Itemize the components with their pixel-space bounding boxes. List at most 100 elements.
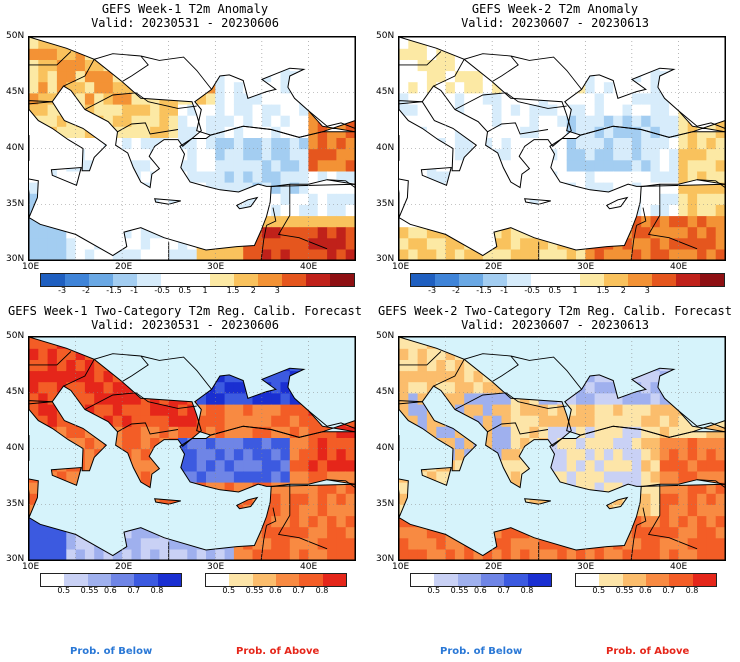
country-border (277, 484, 328, 550)
coastline (235, 496, 259, 510)
colorbar-tick-label: 0.5 (57, 586, 71, 595)
country-border (117, 122, 179, 135)
colorbar-swatch (645, 574, 670, 586)
colorbar-swatch (229, 574, 253, 586)
colorbar-swatch (579, 274, 604, 286)
lat-label-35n: 35N (376, 499, 395, 509)
colorbar-tick-label: -3 (58, 286, 67, 295)
colorbar-swatch (161, 274, 186, 286)
colorbar-swatch (504, 574, 528, 586)
colorbar-swatch (252, 574, 276, 586)
coastline (549, 425, 725, 493)
colorbar-swatch (435, 274, 460, 286)
country-border (140, 55, 212, 90)
coastline (524, 498, 551, 505)
colorbar-swatch (185, 274, 210, 286)
coastline (29, 183, 355, 260)
country-border (121, 55, 149, 82)
country-border (84, 92, 197, 110)
country-border (277, 184, 328, 250)
colorbar-tick-label: 0.7 (292, 586, 306, 595)
country-border (678, 110, 725, 129)
coastline (399, 183, 725, 260)
country-border (630, 225, 637, 260)
lon-label-10e: 10E (392, 262, 410, 272)
prob-above-label: Prob. of Above (606, 646, 690, 657)
lat-label-30n: 30N (6, 254, 25, 264)
panel-subtitle: Valid: 20230607 - 20230613 (461, 16, 649, 30)
above-colorbar-ticks: 0.5 0.55 0.6 0.7 0.8 (575, 586, 715, 598)
colorbar-swatch (480, 574, 505, 586)
below-colorbar (410, 573, 552, 587)
country-border (647, 484, 698, 550)
colorbar-swatch (599, 574, 623, 586)
country-border (140, 355, 212, 390)
colorbar-tick-label: -1 (500, 286, 509, 295)
colorbar-tick-label: 0.7 (127, 586, 141, 595)
colorbar-tick-label: -0.5 (154, 286, 170, 295)
country-border (636, 207, 647, 226)
colorbar-swatch (411, 574, 435, 586)
colorbar-tick-label: 0.8 (150, 586, 164, 595)
colorbar-swatch (275, 574, 300, 586)
lat-label-35n: 35N (6, 499, 25, 509)
colorbar-swatch (699, 274, 725, 286)
country-border (29, 351, 72, 366)
country-border (630, 525, 637, 560)
lon-label-10e: 10E (392, 562, 410, 572)
prob-below-label: Prob. of Below (440, 646, 523, 657)
above-colorbar (575, 573, 717, 587)
colorbar-swatch (457, 574, 481, 586)
colorbar-tick-label: 0.8 (315, 586, 329, 595)
lat-label-45n: 45N (6, 387, 25, 397)
colorbar-swatch (555, 274, 580, 286)
lat-label-40n: 40N (6, 143, 25, 153)
colorbar-tick-label: 0.5 (592, 586, 606, 595)
colorbar-swatch (89, 274, 114, 286)
country-border (647, 184, 698, 250)
colorbar-tick-label: 0.5 (222, 586, 236, 595)
colorbar-tick-label: 2 (620, 286, 626, 295)
colorbar-tick-label: -1 (130, 286, 139, 295)
anomaly-map[interactable] (28, 36, 356, 261)
colorbar-tick-label: 0.5 (178, 286, 192, 295)
panel-subtitle: Valid: 20230531 - 20230606 (91, 16, 279, 30)
coastline (29, 400, 108, 472)
colorbar-swatch (137, 274, 162, 286)
panel-title: GEFS Week-2 Two-Category T2m Reg. Calib.… (377, 304, 732, 318)
coastline (420, 166, 452, 186)
colorbar-swatch (651, 274, 676, 286)
below-colorbar-ticks: 0.5 0.55 0.6 0.7 0.8 (410, 586, 550, 598)
colorbar-tick-label: 1 (202, 286, 208, 295)
below-colorbar-ticks: 0.5 0.55 0.6 0.7 0.8 (40, 586, 180, 598)
anomaly-map[interactable] (398, 36, 726, 261)
colorbar-tick-label: 0.6 (474, 586, 487, 595)
colorbar-swatch (622, 574, 646, 586)
colorbar-tick-label: -1.5 (476, 286, 492, 295)
coastline (549, 125, 725, 193)
colorbar-tick-label: -2 (452, 286, 461, 295)
colorbar-swatch (157, 574, 181, 586)
colorbar-tick-label: 0.6 (639, 586, 652, 595)
country-border (63, 53, 141, 87)
country-border (117, 422, 179, 435)
probability-map[interactable] (28, 336, 356, 561)
lon-label-30e: 30E (577, 562, 595, 572)
coastline (399, 483, 725, 560)
colorbar-swatch (281, 274, 306, 286)
lat-label-40n: 40N (376, 143, 395, 153)
colorbar-swatch (41, 274, 66, 286)
colorbar-tick-label: -3 (428, 286, 437, 295)
colorbar-tick-label: 0.55 (245, 586, 264, 595)
lon-label-40e: 40E (670, 562, 688, 572)
colorbar-swatch (675, 274, 700, 286)
colorbar-tick-label: 0.7 (662, 586, 676, 595)
lon-label-40e: 40E (670, 262, 688, 272)
colorbar-tick-label: 1.5 (226, 286, 240, 295)
lon-label-40e: 40E (300, 262, 318, 272)
colorbar-swatch (434, 574, 458, 586)
country-border (399, 51, 442, 66)
panel-title: GEFS Week-2 T2m Anomaly (471, 2, 639, 16)
coastline (154, 498, 181, 505)
probability-map[interactable] (398, 336, 726, 561)
